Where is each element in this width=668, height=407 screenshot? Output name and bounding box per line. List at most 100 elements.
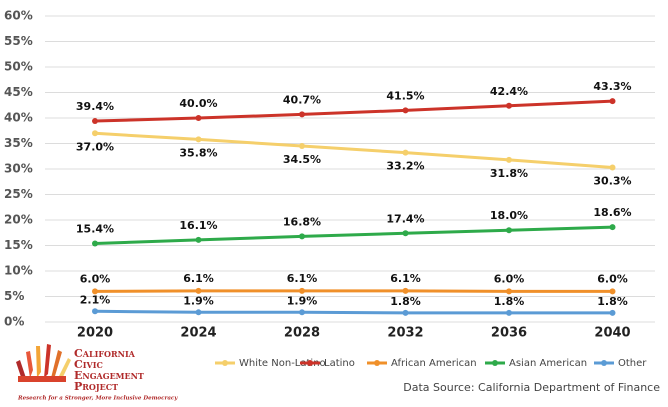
source: Data Source: California Department of Fi… (403, 381, 660, 394)
data-point (195, 309, 202, 316)
x-tick-label: 2024 (180, 326, 216, 341)
y-tick-label: 45% (4, 85, 33, 99)
series-line (94, 99, 613, 123)
data-point (609, 288, 616, 295)
data-label: 37.0% (76, 140, 114, 153)
data-label: 16.1% (179, 219, 217, 232)
data-label: 35.8% (179, 146, 217, 159)
legend-label: Latino (324, 358, 355, 369)
y-tick-label: 0% (4, 315, 24, 329)
series-line (94, 309, 613, 315)
data-point (92, 118, 98, 125)
data-point (609, 98, 616, 105)
x-tick-label: 2028 (284, 326, 320, 341)
y-tick-label: 30% (4, 162, 33, 176)
data-label: 16.8% (283, 215, 321, 228)
data-point (92, 240, 98, 247)
data-point (299, 233, 305, 240)
data-point (506, 102, 512, 109)
legend-label: African American (391, 358, 477, 369)
legend-swatch (307, 360, 313, 366)
data-point (92, 288, 98, 295)
data-point (92, 308, 98, 315)
series-line (94, 225, 613, 245)
data-point (402, 309, 409, 316)
legend-swatch (222, 360, 228, 366)
legend-label: Other (618, 358, 647, 369)
data-point (299, 287, 305, 294)
legend-label: White Non-Latino (239, 358, 326, 369)
data-label: 2.1% (80, 293, 111, 306)
y-tick-label: 5% (4, 289, 24, 303)
y-tick-label: 10% (4, 264, 33, 278)
y-tick-label: 20% (4, 213, 33, 227)
data-point (195, 136, 202, 143)
data-label: 40.7% (283, 93, 321, 106)
data-label: 34.5% (283, 153, 321, 166)
data-point (402, 149, 409, 156)
legend-swatch (492, 360, 498, 366)
data-label: 18.6% (593, 206, 631, 219)
logo-text: Civic (74, 358, 103, 371)
logo-hands (16, 344, 71, 382)
data-point (195, 287, 202, 294)
data-label: 40.0% (179, 97, 217, 110)
series-line (94, 131, 613, 169)
data-label: 33.2% (386, 160, 424, 173)
data-label: 15.4% (76, 222, 114, 235)
data-label: 31.8% (490, 167, 528, 180)
logo-text: California (74, 347, 136, 360)
data-point (299, 309, 305, 316)
data-label: 39.4% (76, 100, 114, 113)
data-label: 6.1% (287, 272, 318, 285)
data-label: 43.3% (593, 80, 631, 93)
data-point (506, 156, 512, 163)
x-tick-label: 2040 (594, 326, 630, 341)
data-point (609, 309, 616, 316)
data-point (299, 143, 305, 150)
data-point (402, 230, 409, 237)
data-label: 1.9% (183, 294, 214, 307)
y-tick-label: 60% (4, 9, 33, 23)
data-label: 6.1% (183, 272, 214, 285)
data-point (92, 130, 98, 137)
data-point (195, 236, 202, 243)
legend-swatch (601, 360, 607, 366)
data-label: 6.0% (80, 272, 111, 285)
legend-label: Asian American (509, 358, 587, 369)
data-label: 41.5% (386, 89, 424, 102)
data-point (402, 287, 409, 294)
data-label: 6.1% (390, 272, 421, 285)
series-line (94, 289, 613, 293)
data-point (609, 164, 616, 171)
logo-tagline: Research for a Stronger, More Inclusive … (17, 396, 178, 402)
data-point (402, 107, 409, 114)
data-label: 1.8% (494, 295, 525, 308)
y-tick-label: 50% (4, 60, 33, 74)
data-label: 1.8% (390, 295, 421, 308)
data-label: 42.4% (490, 85, 528, 98)
x-tick-label: 2032 (387, 326, 423, 341)
x-tick-label: 2036 (491, 326, 527, 341)
data-point (506, 288, 512, 295)
data-point (506, 227, 512, 234)
data-label: 1.8% (597, 295, 628, 308)
data-point (299, 111, 305, 118)
data-label: 18.0% (490, 209, 528, 222)
data-point (506, 309, 512, 316)
logo-text: Engagement (74, 369, 144, 382)
data-label: 6.0% (494, 272, 525, 285)
data-label: 6.0% (597, 272, 628, 285)
y-tick-label: 35% (4, 136, 33, 150)
y-tick-label: 55% (4, 34, 33, 48)
data-label: 1.9% (287, 294, 318, 307)
data-point (195, 115, 202, 121)
y-tick-label: 15% (4, 238, 33, 252)
legend-swatch (374, 360, 380, 366)
data-label: 30.3% (593, 174, 631, 187)
y-tick-label: 25% (4, 187, 33, 201)
logo-text: Project (74, 380, 118, 393)
x-tick-label: 2020 (77, 326, 113, 341)
data-point (609, 224, 616, 231)
